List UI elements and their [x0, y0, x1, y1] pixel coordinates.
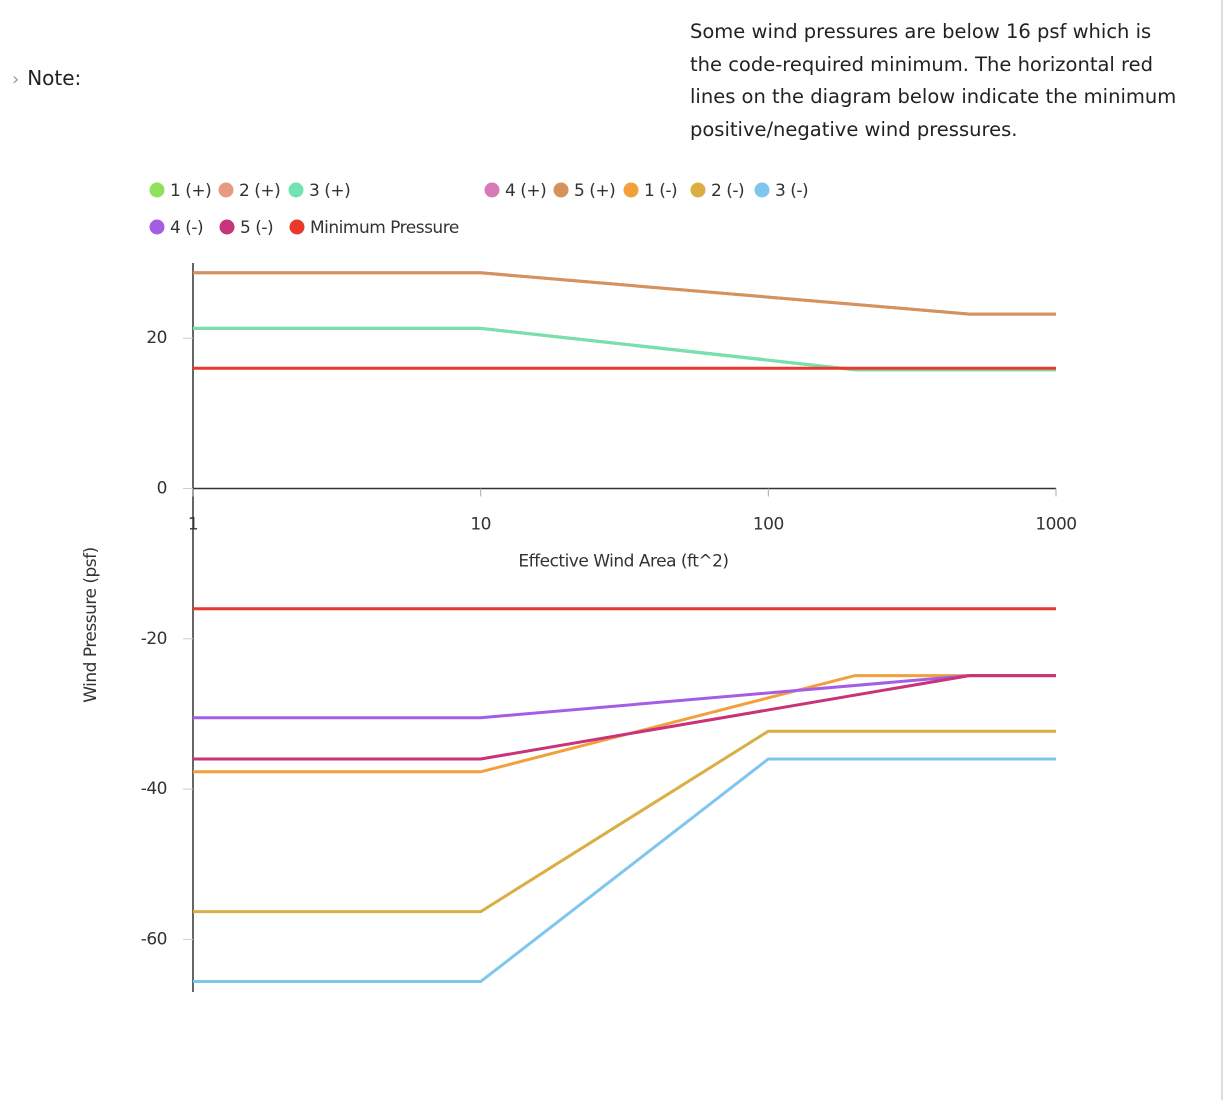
- legend-swatch: [149, 182, 165, 198]
- series-line: [193, 271, 1056, 316]
- legend-swatch: [149, 219, 165, 235]
- legend-swatch: [690, 182, 706, 198]
- legend-swatch: [754, 182, 770, 198]
- legend-swatch: [553, 182, 569, 198]
- legend-swatch: [623, 182, 639, 198]
- x-tick-label: 100: [753, 514, 784, 534]
- scrollbar: [1221, 0, 1223, 1100]
- legend-label: 5 (-): [240, 218, 273, 238]
- y-tick-label: 20: [146, 328, 167, 348]
- legend-swatch: [289, 219, 305, 235]
- series-line: [193, 326, 1056, 372]
- legend-label: 2 (-): [711, 181, 744, 201]
- x-tick-label: 1: [188, 514, 198, 534]
- note[interactable]: › Note:: [12, 66, 81, 90]
- legend-label: 2 (+): [239, 181, 280, 201]
- note-label: Note:: [27, 66, 82, 90]
- series-line: [193, 271, 1056, 316]
- x-axis-title: Effective Wind Area (ft^2): [518, 551, 728, 571]
- series-line: [193, 729, 1056, 914]
- y-axis-title: Wind Pressure (psf): [81, 547, 101, 703]
- legend-swatch: [219, 219, 235, 235]
- y-tick-label: -40: [141, 779, 167, 799]
- series-line: [193, 326, 1056, 372]
- series-line: [193, 326, 1056, 372]
- legend-label: 4 (-): [170, 218, 203, 238]
- chevron: ›: [12, 69, 20, 90]
- y-tick-label: 0: [157, 478, 167, 498]
- legend-swatch: [218, 182, 234, 198]
- x-tick-label: 10: [470, 514, 491, 534]
- legend-swatch: [288, 182, 304, 198]
- series-line: [193, 757, 1056, 983]
- legend-label: 3 (-): [775, 181, 808, 201]
- x-tick-label: 1000: [1035, 514, 1076, 534]
- legend-label: 4 (+): [505, 181, 546, 201]
- legend-label: 5 (+): [574, 181, 615, 201]
- legend-label: 3 (+): [309, 181, 350, 201]
- series-line: [193, 674, 1056, 761]
- legend-swatch: [484, 182, 500, 198]
- series-line: [193, 674, 1056, 774]
- legend-label: 1 (+): [170, 181, 211, 201]
- y-tick-label: -20: [141, 629, 167, 649]
- series-line: [193, 366, 1056, 611]
- note-text: Some wind pressures are below 16 psf whi…: [690, 20, 1177, 141]
- y-tick-label: -60: [141, 929, 167, 949]
- legend-label: 1 (-): [644, 181, 677, 201]
- legend-label: Minimum Pressure: [310, 218, 459, 238]
